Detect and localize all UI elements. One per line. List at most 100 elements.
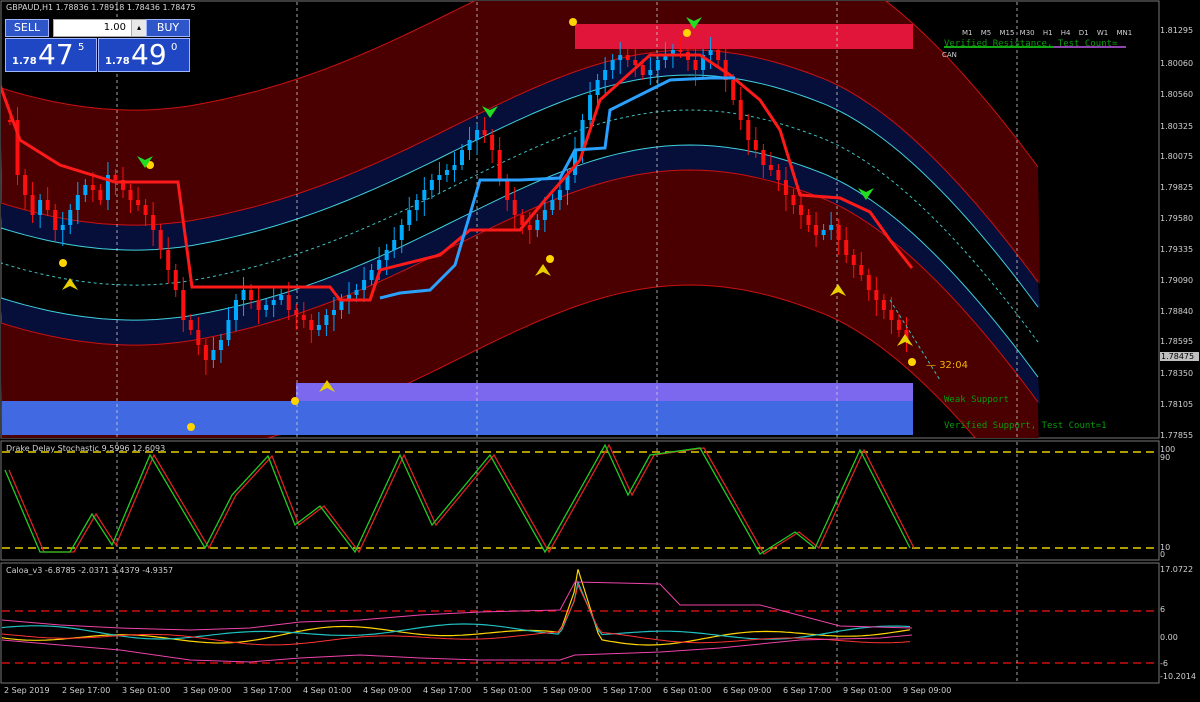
timeframe-w1[interactable]: W1: [1096, 29, 1109, 37]
bull-candle: [384, 250, 389, 260]
bull-candle: [610, 60, 615, 70]
timeframe-mn1[interactable]: MN1: [1116, 29, 1133, 37]
signal-dot: [569, 18, 577, 26]
support-zone-left: [2, 401, 296, 435]
signal-dot: [59, 259, 67, 267]
time-tick: 3 Sep 17:00: [243, 686, 292, 695]
resistance-level-line: [944, 46, 1126, 48]
bull-candle: [75, 195, 80, 210]
bear-candle: [45, 200, 50, 210]
buy-arrow-icon: [535, 264, 551, 276]
sell-arrow-icon: [686, 17, 702, 29]
red-trailing-stop-line: [1, 53, 914, 302]
current-price-label: 1.78475: [1160, 352, 1199, 361]
timeframe-m5[interactable]: M5: [980, 29, 992, 37]
timeframe-m1[interactable]: M1: [962, 29, 973, 37]
sell-price-sup: 5: [78, 42, 85, 53]
caloa-panel-title: Caloa_v3 -6.8785 -2.0371 3.4379 -4.9357: [6, 566, 174, 575]
main-price-layer: [1, 1, 1040, 438]
bear-candle: [836, 225, 841, 240]
bull-candle: [467, 140, 472, 150]
stoch-tick: 0: [1160, 550, 1166, 559]
caloa-panel-border: [0, 562, 1160, 684]
bear-candle: [844, 240, 849, 255]
bear-candle: [196, 330, 201, 345]
buy-price-prefix: 1.78: [105, 56, 130, 67]
sell-price-box[interactable]: 1.78 47 5: [5, 38, 97, 72]
bear-candle: [678, 50, 683, 52]
bear-candle: [249, 290, 254, 300]
lower-inner-band: [1, 145, 1040, 405]
lot-size-value: 1.00: [103, 22, 126, 33]
stoch-panel-border: [0, 440, 1160, 561]
bear-candle: [723, 60, 728, 80]
price-tick: 1.79580: [1160, 214, 1194, 223]
time-tick: 4 Sep 01:00: [303, 686, 352, 695]
lower-outer-line: [1, 284, 976, 438]
time-axis[interactable]: 2 Sep 2019 2 Sep 17:00 3 Sep 01:00 3 Sep…: [0, 686, 1160, 700]
bear-candle: [806, 215, 811, 225]
time-tick: 6 Sep 09:00: [723, 686, 772, 695]
bear-candle: [497, 150, 502, 180]
buy-price-box[interactable]: 1.78 49 0: [98, 38, 190, 72]
upper-outer-line: [1, 1, 1039, 168]
bear-candle: [490, 135, 495, 150]
timeframe-m30[interactable]: M30: [1019, 29, 1035, 37]
upper-outer-band: [1, 1, 1040, 285]
bull-candle: [316, 325, 321, 330]
bear-candle: [791, 195, 796, 205]
bear-candle: [633, 60, 638, 65]
bear-candle: [90, 185, 95, 190]
bull-candle: [557, 190, 562, 200]
price-tick: 1.79825: [1160, 183, 1194, 192]
signal-dot: [683, 29, 691, 37]
bull-candle: [399, 225, 404, 240]
bull-candle: [105, 175, 110, 200]
bull-candle: [271, 300, 276, 305]
bull-candle: [542, 210, 547, 220]
lot-increase-arrow-icon[interactable]: ▴: [131, 19, 147, 37]
bull-candle: [331, 310, 336, 315]
price-tick: 1.80075: [1160, 152, 1194, 161]
bull-candle: [655, 60, 660, 70]
bear-candle: [505, 180, 510, 200]
timeframe-bar: M1 M5 M15 M30 H1 H4 D1 W1 MN1: [962, 29, 1132, 37]
price-axis[interactable]: 1.81295 1.80060 1.80560 1.80325 1.80075 …: [1160, 0, 1200, 702]
time-tick: 5 Sep 01:00: [483, 686, 532, 695]
sell-arrow-icon: [858, 188, 874, 200]
timeframe-m15[interactable]: M15: [999, 29, 1015, 37]
bear-candle: [181, 290, 186, 320]
bull-candle: [279, 295, 284, 300]
caloa-tick: -10.2014: [1160, 672, 1196, 681]
bear-candle: [768, 165, 773, 170]
sell-button[interactable]: SELL: [5, 19, 49, 37]
bull-candle: [347, 295, 351, 300]
bear-candle: [121, 180, 125, 190]
time-tick: 5 Sep 17:00: [603, 686, 652, 695]
bear-candle: [30, 195, 35, 215]
candle-timer: — 32:04: [926, 360, 969, 371]
bear-candle: [746, 120, 751, 140]
bear-candle: [143, 205, 148, 215]
timeframe-h1[interactable]: H1: [1042, 29, 1053, 37]
bear-candle: [98, 190, 103, 200]
bull-candle: [701, 55, 706, 70]
buy-button[interactable]: BUY: [146, 19, 190, 37]
bull-candle: [670, 50, 675, 55]
timeframe-d1[interactable]: D1: [1078, 29, 1089, 37]
time-tick: 6 Sep 01:00: [663, 686, 712, 695]
bear-candle: [301, 315, 306, 320]
price-tick: 1.78595: [1160, 337, 1194, 346]
timeframe-h4[interactable]: H4: [1060, 29, 1071, 37]
bull-candle: [580, 120, 585, 150]
caloa-magenta-upper: [1, 581, 913, 631]
upper-cyan-line: [1, 74, 1039, 308]
signal-dot: [908, 358, 916, 366]
price-tick: 1.80325: [1160, 122, 1194, 131]
bull-candle: [475, 130, 480, 140]
bear-candle: [640, 65, 645, 75]
bear-candle: [151, 215, 156, 230]
bear-candle: [731, 80, 736, 100]
time-tick: 9 Sep 01:00: [843, 686, 892, 695]
